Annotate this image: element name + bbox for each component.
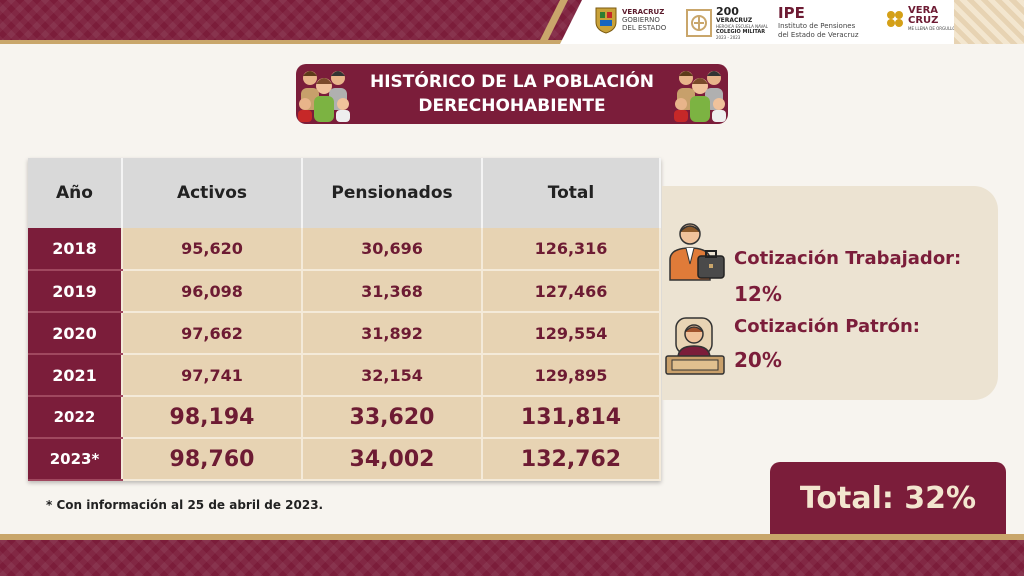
bottom-gold-stripe (0, 534, 1024, 540)
bicentenario-line-3: COLEGIO MILITAR (716, 29, 766, 35)
cell-pensionados: 32,154 (302, 354, 483, 397)
cell-total: 129,895 (482, 354, 661, 397)
cell-year: 2019 (28, 270, 123, 313)
worker-contribution-value: 12% (734, 282, 782, 306)
table-row: 2020 97,662 31,892 129,554 (28, 312, 661, 355)
cell-year: 2020 (28, 312, 123, 355)
brand-line-1: VERA (908, 5, 939, 16)
cell-total: 131,814 (482, 396, 661, 439)
cell-activos: 97,741 (122, 354, 303, 397)
employer-contribution-label: Cotización Patrón: (734, 316, 920, 337)
people-group-icon (674, 71, 726, 122)
bottom-banner (0, 540, 1024, 576)
ipe-line-2: del Estado de Veracruz (778, 31, 859, 39)
cell-year: 2023* (28, 438, 123, 481)
bicentenario-logo: 200 VERACRUZ HEROICA ESCUELA NAVAL COLEG… (686, 6, 768, 40)
brand-tagline: ME LLENA DE ORGULLO (908, 26, 956, 31)
ipe-acronym: IPE (778, 4, 805, 22)
total-contribution-box: Total: 32% (770, 462, 1006, 534)
header-total: Total (482, 158, 661, 228)
bicentenario-number: 200 (716, 5, 739, 18)
total-contribution-value: Total: 32% (799, 480, 977, 516)
population-table: Año Activos Pensionados Total 2018 95,62… (28, 158, 661, 481)
flower-mark-icon (887, 11, 903, 27)
bicentenario-line-1: VERACRUZ (716, 17, 753, 24)
cell-total: 132,762 (482, 438, 661, 481)
logo-line-2: GOBIERNO (622, 16, 660, 24)
brand-line-2: CRUZ (908, 15, 939, 26)
bicentenario-line-4: 2023 - 2023 (716, 35, 741, 40)
table-row: 2022 98,194 33,620 131,814 (28, 396, 661, 439)
table-header-row: Año Activos Pensionados Total (28, 158, 661, 228)
worker-icon (669, 223, 725, 281)
coat-of-arms-icon (595, 7, 617, 34)
top-gold-stripe (0, 40, 1024, 44)
cell-year: 2022 (28, 396, 123, 439)
logo-line-1: VERACRUZ (622, 8, 665, 16)
cell-pensionados: 33,620 (302, 396, 483, 439)
anchor-emblem-icon (686, 9, 712, 37)
veracruz-gobierno-logo: VERACRUZ GOBIERNO DEL ESTADO (594, 6, 666, 34)
header-year: Año (28, 158, 123, 228)
cell-activos: 98,194 (122, 396, 303, 439)
logo-panel (560, 0, 1024, 44)
title-line-2: DERECHOHABIENTE (418, 96, 606, 116)
cell-year: 2018 (28, 228, 123, 271)
slide-title: HISTÓRICO DE LA POBLACIÓN DERECHOHABIENT… (296, 64, 728, 124)
table-row: 2018 95,620 30,696 126,316 (28, 228, 661, 271)
cell-pensionados: 31,368 (302, 270, 483, 313)
cell-pensionados: 34,002 (302, 438, 483, 481)
table-row: 2021 97,741 32,154 129,895 (28, 354, 661, 397)
title-line-1: HISTÓRICO DE LA POBLACIÓN (370, 72, 654, 92)
header-activos: Activos (122, 158, 303, 228)
cell-total: 126,316 (482, 228, 661, 271)
footnote: * Con información al 25 de abril de 2023… (46, 498, 324, 512)
worker-contribution-label: Cotización Trabajador: (734, 248, 962, 269)
cell-pensionados: 31,892 (302, 312, 483, 355)
corner-pattern (954, 0, 1024, 44)
logo-line-3: DEL ESTADO (622, 24, 667, 32)
veracruz-brand-logo: VERA CRUZ ME LLENA DE ORGULLO (886, 6, 956, 32)
cell-year: 2021 (28, 354, 123, 397)
cell-activos: 96,098 (122, 270, 303, 313)
people-group-icon (298, 71, 350, 122)
header-pensionados: Pensionados (302, 158, 483, 228)
ipe-line-1: Instituto de Pensiones (778, 22, 856, 30)
cell-total: 127,466 (482, 270, 661, 313)
cell-activos: 97,662 (122, 312, 303, 355)
employer-contribution-value: 20% (734, 348, 782, 372)
ipe-logo: IPE Instituto de Pensiones del Estado de… (778, 4, 859, 40)
cell-activos: 95,620 (122, 228, 303, 271)
cell-pensionados: 30,696 (302, 228, 483, 271)
cell-activos: 98,760 (122, 438, 303, 481)
table-row: 2019 96,098 31,368 127,466 (28, 270, 661, 313)
bicentenario-line-2: HEROICA ESCUELA NAVAL (716, 24, 769, 29)
cell-total: 129,554 (482, 312, 661, 355)
table-row: 2023* 98,760 34,002 132,762 (28, 438, 661, 481)
employer-icon (665, 317, 725, 375)
